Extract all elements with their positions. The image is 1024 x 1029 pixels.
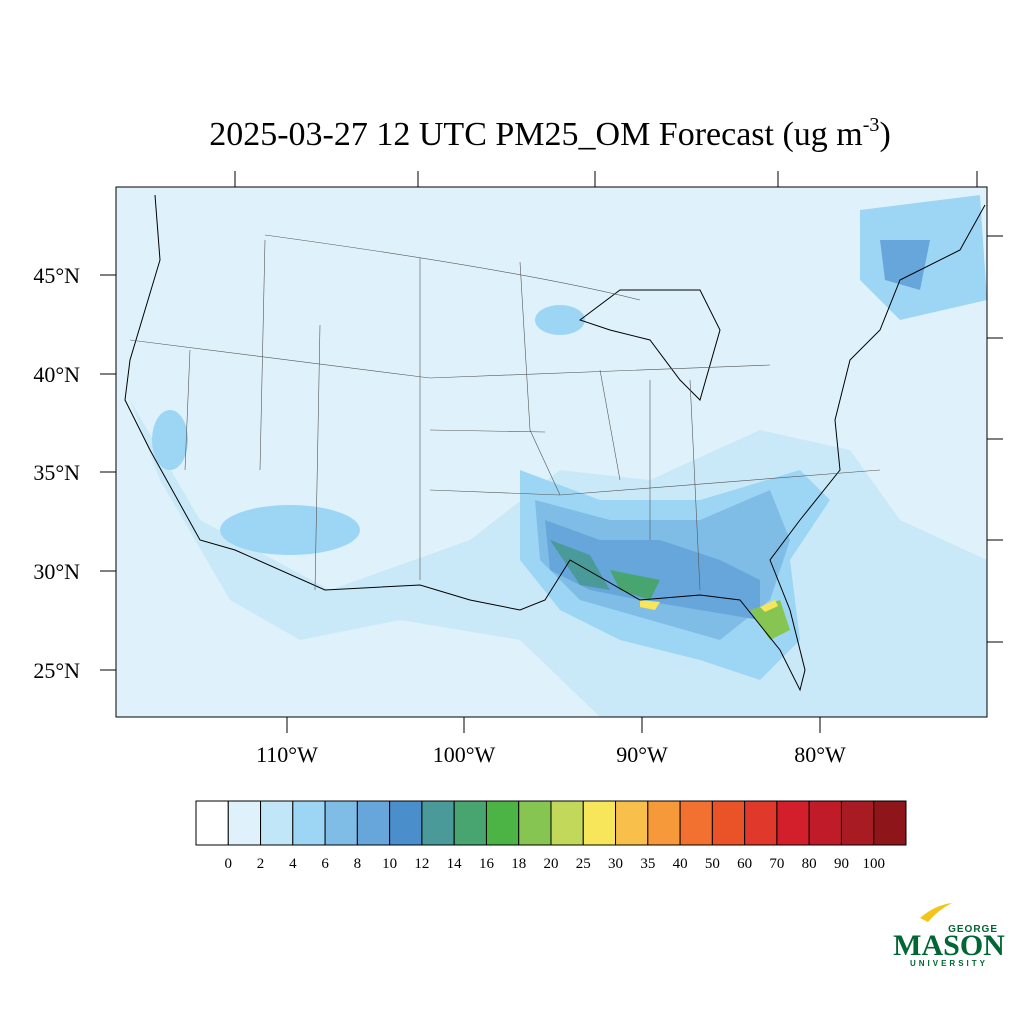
colorbar-label: 70 [769, 856, 784, 872]
colorbar-label: 12 [414, 856, 429, 872]
colorbar-box [453, 800, 487, 846]
colorbar-label: 4 [289, 856, 297, 872]
state-borders [129, 234, 881, 591]
map-frame [115, 186, 988, 718]
colorbar-box [227, 800, 262, 846]
colorbar-box [582, 800, 617, 846]
colorbar-box [260, 800, 294, 846]
colorbar-box [873, 800, 907, 846]
colorbar-box [356, 800, 391, 846]
colorbar-box [485, 800, 520, 846]
colorbar-box [389, 800, 423, 846]
title-sup: -3 [863, 114, 880, 136]
colorbar-box [744, 800, 778, 846]
lon-label: 80°W [794, 742, 846, 767]
colorbar-box [324, 800, 358, 846]
colorbar-label: 90 [834, 856, 849, 872]
logo-top: GEORGE [948, 924, 998, 935]
frame-ticks [100, 171, 1003, 733]
colorbar-label: 16 [479, 856, 495, 872]
lon-label: 90°W [616, 742, 668, 767]
colorbar-box [647, 800, 681, 846]
colorbar-label: 80 [802, 856, 817, 872]
colorbar-box [711, 800, 746, 846]
coastlines [124, 194, 986, 692]
colorbar-box [550, 800, 584, 846]
lon-label: 110°W [256, 742, 318, 767]
colorbar-label: 2 [257, 856, 265, 872]
concentration-field [130, 195, 987, 717]
map: 45°N 40°N 35°N 30°N 25°N 110°W 100°W 90°… [33, 171, 1003, 767]
colorbar-label: 30 [608, 856, 623, 872]
lat-label: 25°N [33, 658, 80, 683]
title-end: ) [879, 116, 890, 153]
colorbar-label: 50 [705, 856, 720, 872]
colorbar-box [840, 800, 875, 846]
colorbar-label: 0 [225, 856, 233, 872]
colorbar-box [195, 800, 229, 846]
title-main: 2025-03-27 12 UTC PM25_OM Forecast (ug m [209, 116, 863, 153]
colorbar-box [615, 800, 649, 846]
colorbar-label: 100 [862, 856, 885, 872]
logo: GEORGE MASON UNIVERSITY [893, 903, 1005, 968]
colorbar-box [292, 800, 326, 846]
colorbar-label: 25 [576, 856, 591, 872]
colorbar-box [421, 800, 455, 846]
colorbar-label: 35 [640, 856, 655, 872]
colorbar-box [808, 800, 842, 846]
colorbar-box [776, 800, 810, 846]
colorbar: 0 2 4 6 8 10 12 14 16 18 20 25 30 35 40 50 60 70 80 90 100 [195, 800, 907, 872]
colorbar-label: 6 [321, 856, 329, 872]
colorbar-label: 40 [673, 856, 688, 872]
colorbar-label: 8 [354, 856, 362, 872]
colorbar-label: 14 [447, 856, 463, 872]
title: 2025-03-27 12 UTC PM25_OM Forecast (ug m… [209, 114, 891, 153]
lat-label: 30°N [33, 559, 80, 584]
colorbar-label: 18 [511, 856, 526, 872]
colorbar-box [679, 800, 713, 846]
colorbar-label: 60 [737, 856, 752, 872]
lat-label: 40°N [33, 362, 80, 387]
colorbar-label: 20 [544, 856, 559, 872]
lat-label: 45°N [33, 263, 80, 288]
colorbar-box [518, 800, 552, 846]
lat-label: 35°N [33, 460, 80, 485]
logo-main: MASON [893, 929, 1005, 962]
colorbar-label: 10 [382, 856, 397, 872]
lon-label: 100°W [433, 742, 496, 767]
logo-bottom: UNIVERSITY [910, 959, 988, 968]
